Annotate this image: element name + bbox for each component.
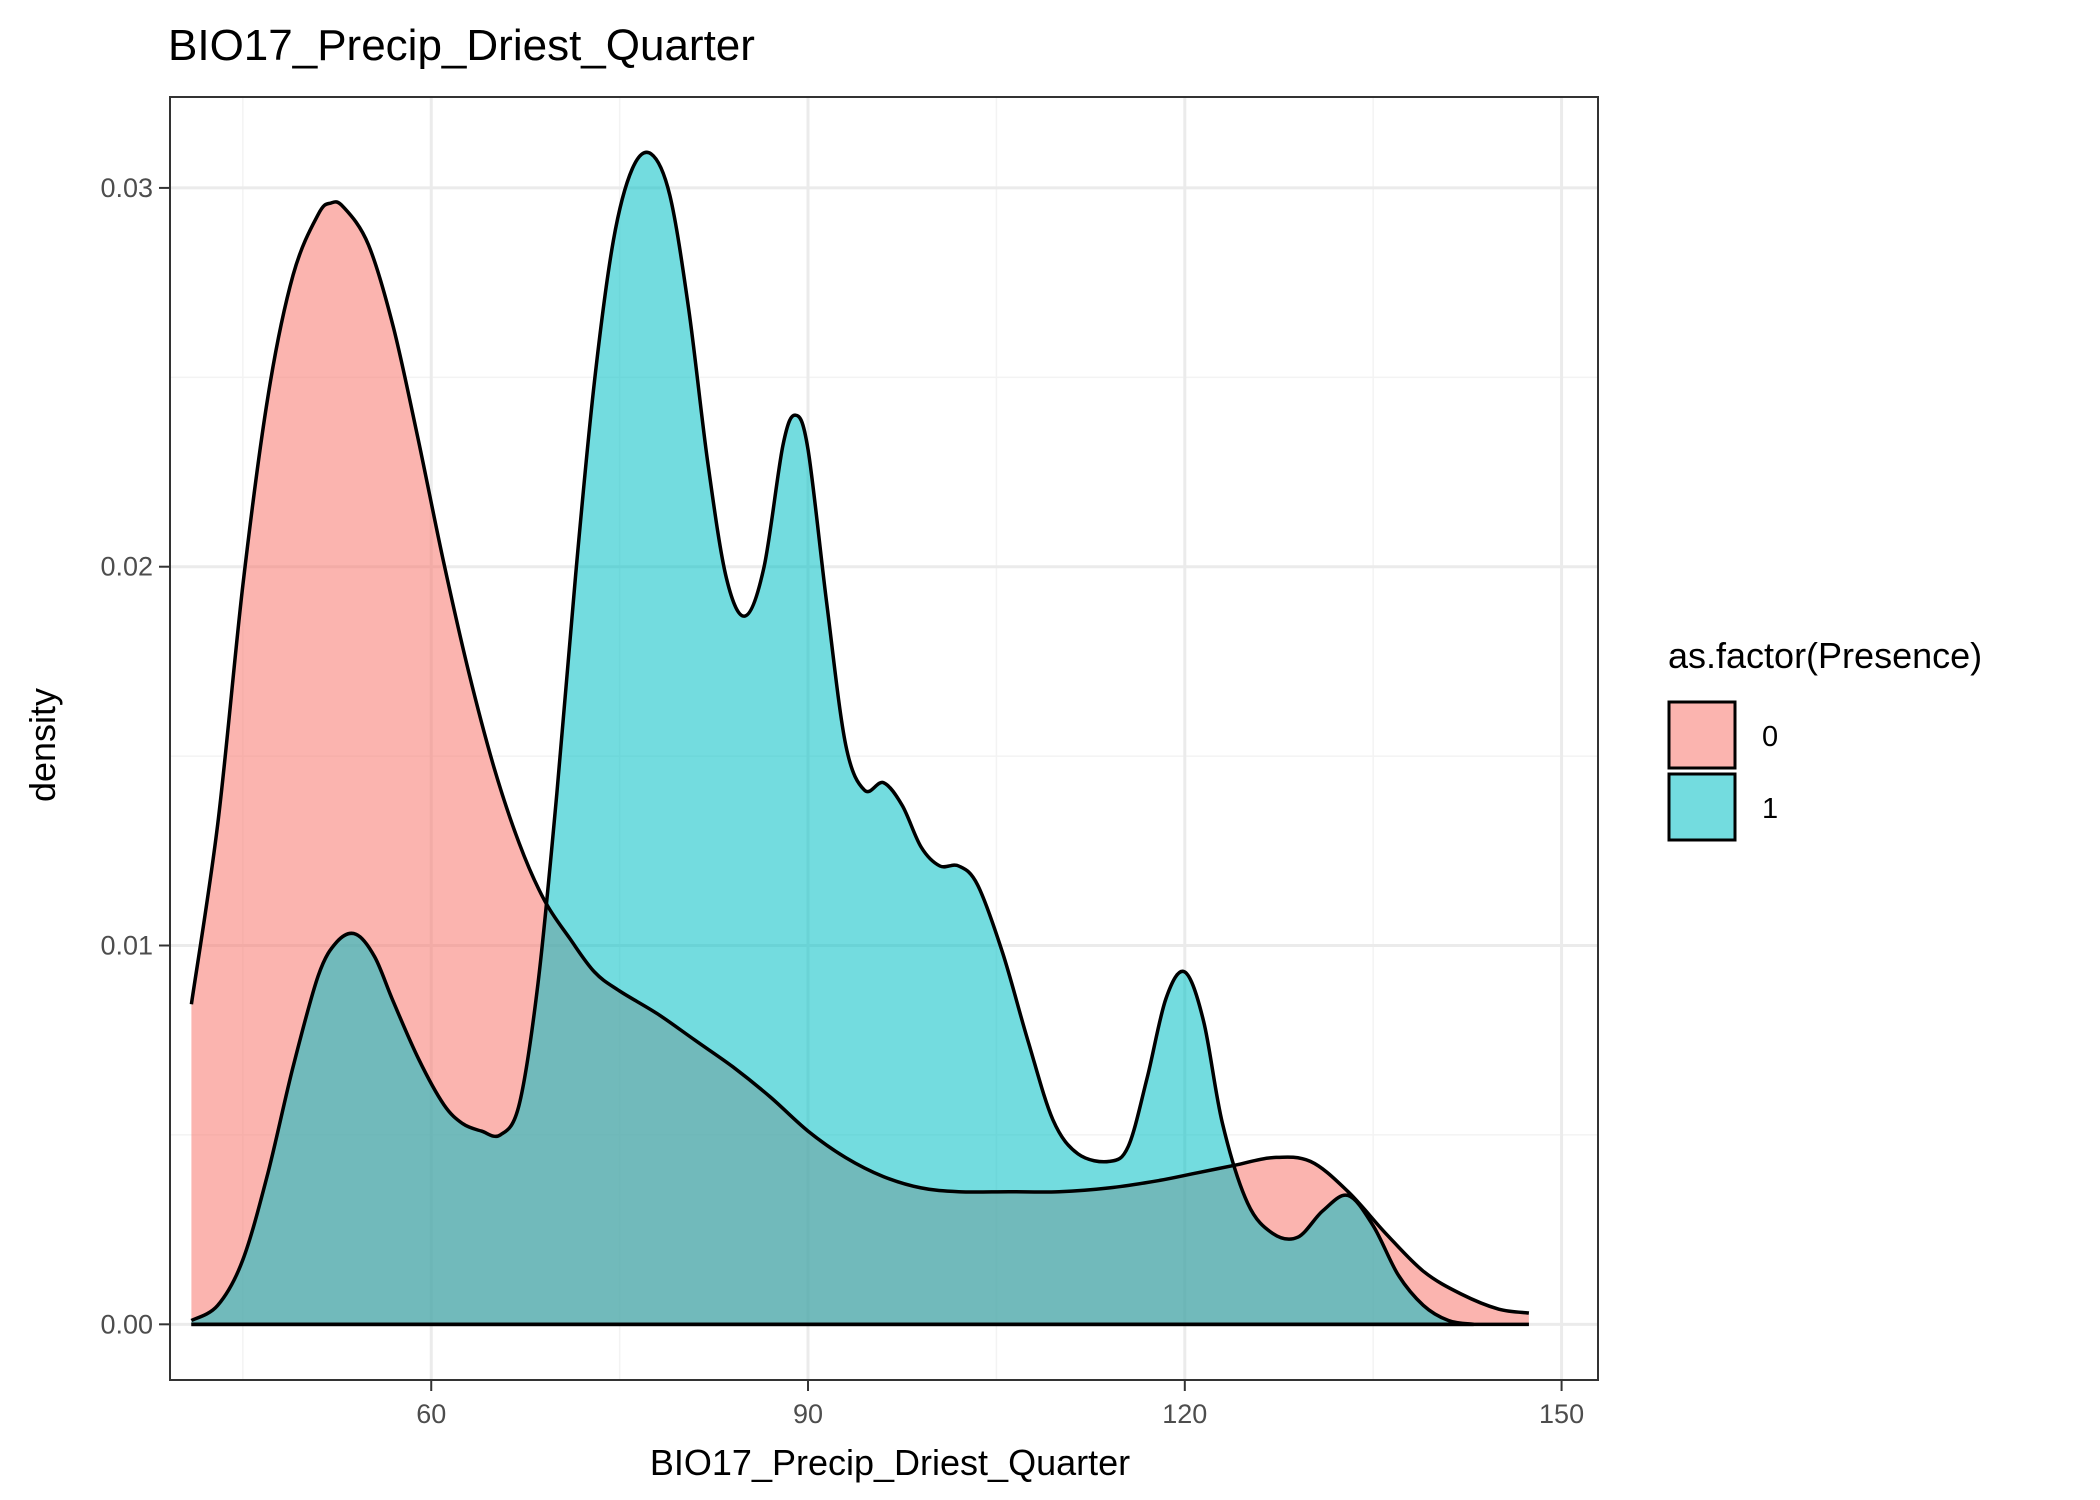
legend-label: 0 (1762, 721, 1778, 753)
chart-title: BIO17_Precip_Driest_Quarter (168, 21, 755, 70)
y-tick-label: 0.03 (100, 173, 153, 203)
legend-key-0 (1667, 700, 1737, 770)
x-tick-label: 90 (793, 1399, 823, 1429)
legend-label: 1 (1762, 793, 1778, 825)
x-axis-title: BIO17_Precip_Driest_Quarter (650, 1442, 1130, 1483)
density-line-0 (189, 200, 1530, 1315)
x-axis-ticks: 60 90 120 150 (416, 1380, 1584, 1429)
legend-title: as.factor(Presence) (1668, 635, 1982, 676)
y-tick-label: 0.02 (100, 552, 153, 582)
density-lines (189, 150, 1530, 1327)
y-tick-label: 0.00 (100, 1309, 153, 1339)
panel-border (169, 96, 1599, 1381)
x-tick-label: 120 (1162, 1399, 1207, 1429)
density-area-0 (191, 201, 1529, 1325)
x-tick-label: 150 (1539, 1399, 1584, 1429)
x-tick-label: 60 (416, 1399, 446, 1429)
y-tick-label: 0.01 (100, 931, 153, 961)
panel-frame (169, 96, 1599, 1381)
density-areas (191, 152, 1529, 1325)
y-axis-ticks: 0.00 0.01 0.02 0.03 (100, 173, 170, 1339)
legend-key-1 (1667, 772, 1737, 842)
legend: as.factor(Presence) 0 1 (1667, 635, 1982, 842)
y-axis-title: density (22, 688, 63, 802)
density-line-1 (190, 150, 1474, 1327)
density-area-1 (191, 152, 1474, 1325)
